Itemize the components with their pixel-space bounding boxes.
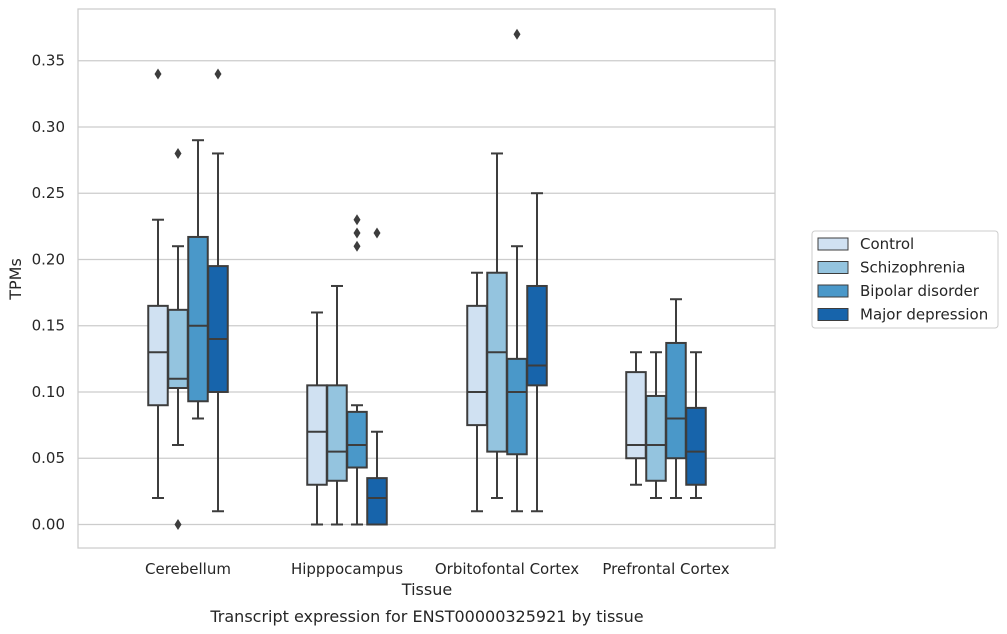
legend-frame — [811, 230, 999, 329]
box-major-depression — [685, 351, 707, 499]
y-axis-label: TPMs — [6, 258, 25, 301]
legend-swatch — [817, 237, 849, 251]
y-tick-label: 0.00 — [32, 516, 65, 534]
outlier-point — [353, 227, 361, 239]
y-tick-label: 0.15 — [32, 317, 65, 335]
outlier-point — [174, 519, 182, 530]
box-schizophrenia — [486, 152, 508, 499]
box-groups — [147, 28, 707, 530]
y-tick-label: 0.25 — [32, 184, 65, 202]
box-bipolar-disorder — [665, 298, 687, 499]
outlier-point — [174, 147, 182, 159]
iqr-box — [187, 235, 209, 403]
y-tick-label: 0.05 — [32, 449, 65, 467]
legend-swatch — [817, 261, 849, 274]
legend-swatch — [817, 308, 849, 321]
iqr-box — [306, 384, 328, 486]
box-control — [306, 311, 328, 526]
iqr-box — [486, 271, 508, 453]
box-bipolar-disorder — [346, 214, 368, 526]
x-tick-label: Cerebellum — [145, 560, 231, 578]
outlier-point — [214, 68, 222, 80]
box-major-depression — [207, 68, 229, 513]
iqr-box — [326, 384, 348, 482]
legend-label: Major depression — [860, 306, 988, 324]
iqr-box — [506, 357, 528, 456]
iqr-box — [207, 265, 229, 393]
x-tick-label: Orbitofontal Cortex — [435, 560, 579, 578]
box-control — [466, 271, 488, 513]
y-tick-label: 0.20 — [32, 250, 65, 268]
iqr-box — [685, 406, 707, 486]
y-axis-ticks: 0.00 0.05 0.10 0.15 0.20 0.25 0.30 0.35 — [32, 52, 65, 534]
box-schizophrenia — [326, 284, 348, 526]
box-major-depression — [366, 227, 388, 526]
outlier-point — [154, 68, 162, 80]
iqr-box — [147, 304, 169, 407]
iqr-box — [526, 284, 548, 387]
x-tick-label: Prefrontal Cortex — [602, 560, 729, 578]
x-tick-label: Hipppocampus — [291, 560, 403, 578]
iqr-box — [366, 477, 388, 526]
y-tick-label: 0.10 — [32, 383, 65, 401]
box-schizophrenia — [645, 351, 667, 499]
iqr-box — [645, 394, 667, 482]
box-bipolar-disorder — [506, 28, 528, 513]
legend-swatch — [817, 284, 849, 298]
outlier-point — [353, 214, 361, 226]
legend: Control Schizophrenia Bipolar disorder Majo… — [811, 230, 999, 329]
iqr-box — [466, 304, 488, 427]
outlier-point — [513, 28, 521, 40]
box-control — [625, 351, 647, 486]
x-axis-ticks: Cerebellum Hipppocampus Orbitofontal Corte… — [145, 560, 730, 578]
chart-caption: Transcript expression for ENST0000032592… — [209, 607, 643, 626]
legend-label: Schizophrenia — [860, 259, 965, 277]
box-bipolar-disorder — [187, 139, 209, 420]
iqr-box — [665, 341, 687, 460]
y-tick-label: 0.30 — [32, 118, 65, 136]
iqr-box — [167, 308, 189, 390]
box-major-depression — [526, 192, 548, 513]
outlier-point — [353, 240, 361, 252]
plot-area-frame — [77, 8, 776, 549]
outlier-point — [373, 227, 381, 239]
legend-label: Bipolar disorder — [860, 282, 980, 300]
box-schizophrenia — [167, 147, 189, 530]
x-axis-label: Tissue — [401, 580, 452, 599]
box-control — [147, 68, 169, 499]
y-tick-label: 0.35 — [32, 52, 65, 70]
iqr-box — [346, 410, 368, 469]
legend-label: Control — [860, 235, 914, 253]
